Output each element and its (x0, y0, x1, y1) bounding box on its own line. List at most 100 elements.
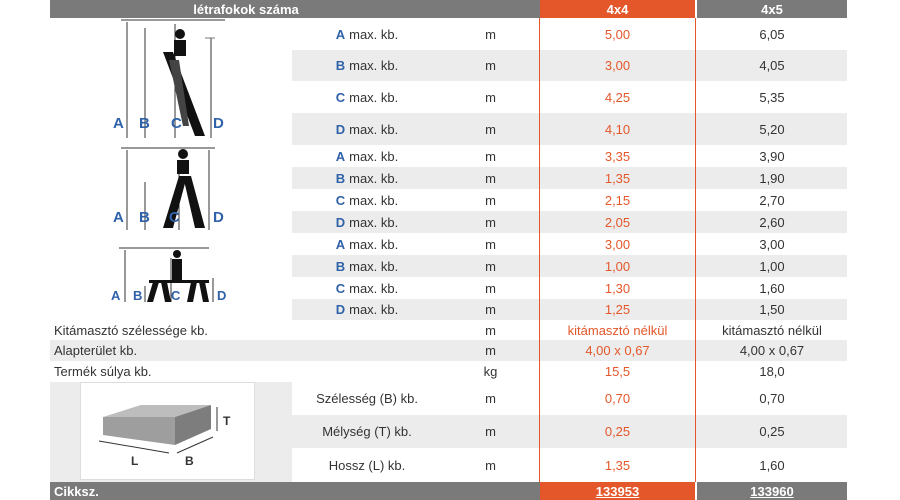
max-label: max. kb. (349, 26, 399, 42)
spec-row (292, 255, 847, 277)
unit-cell: m (485, 302, 496, 317)
value-4x5: kitámasztó nélkül (722, 322, 822, 338)
dimension-label: Szélesség (B) kb. (316, 391, 418, 406)
dimension-row (292, 415, 847, 448)
max-label: max. kb. (349, 214, 399, 230)
max-label: max. kb. (349, 236, 399, 252)
max-label: max. kb. (349, 280, 399, 296)
dim-letter-c: C (171, 115, 182, 132)
unit-cell: m (485, 322, 496, 338)
header-col-4x5: 4x5 (697, 0, 847, 18)
dimension-letter: D (335, 302, 346, 317)
value-4x5: 6,05 (759, 26, 785, 42)
value-4x4: 1,35 (604, 457, 631, 473)
max-label: max. kb. (349, 192, 399, 208)
value-4x4: 0,70 (604, 391, 631, 406)
unit-cell: m (485, 391, 496, 406)
dimension-letter: A (335, 26, 346, 42)
dim-letter-d: D (213, 115, 224, 132)
unit-cell: m (485, 192, 496, 208)
value-4x5: 5,20 (759, 121, 785, 137)
value-4x5: 0,25 (759, 424, 785, 439)
value-4x4: 0,25 (604, 424, 631, 439)
value-4x4: 4,00 x 0,67 (585, 343, 650, 358)
ladder-diagram-a-frame: A B C D (113, 147, 224, 230)
dim-letter-t: T (223, 414, 231, 428)
max-label: max. kb. (349, 58, 399, 73)
unit-cell: m (485, 170, 496, 186)
dim-letter-d: D (217, 288, 226, 303)
highlight-column-outline (539, 18, 696, 482)
unit-cell: m (485, 424, 496, 439)
value-4x5: 4,00 x 0,67 (739, 343, 805, 358)
dimension-letter: D (335, 214, 346, 230)
property-label: Alapterület kb. (54, 343, 138, 358)
unit-cell: m (485, 236, 496, 252)
value-4x5: 1,90 (759, 170, 785, 186)
value-4x5: 5,35 (759, 89, 785, 105)
dim-letter-b: B (133, 288, 142, 303)
value-4x5: 0,70 (759, 391, 785, 406)
header-col-4x4: 4x4 (540, 0, 695, 18)
value-4x5: 18,0 (759, 364, 785, 379)
dim-letter-b: B (139, 115, 150, 132)
unit-cell: m (485, 280, 496, 296)
value-4x4: 1,30 (604, 280, 631, 296)
dim-letter-c: C (171, 288, 181, 303)
unit-cell: m (485, 148, 496, 164)
value-4x5: 1,60 (759, 280, 785, 296)
unit-cell: m (485, 258, 496, 274)
value-4x4: 3,35 (604, 148, 631, 164)
value-4x4: 4,10 (604, 121, 631, 137)
dim-letter-a: A (113, 115, 124, 132)
value-4x4: 5,00 (604, 26, 631, 42)
dimension-letter: B (335, 58, 346, 73)
spec-row (292, 299, 847, 320)
value-4x4: 3,00 (604, 58, 631, 73)
dimension-label: Mélység (T) kb. (322, 424, 412, 439)
ladder-diagram-full: A B C D (113, 19, 225, 138)
footer-bar: Cikksz. (50, 482, 544, 500)
value-4x5: 1,00 (759, 258, 785, 274)
dim-letter-c: C (169, 209, 180, 226)
dimension-letter: B (335, 170, 346, 186)
unit-cell: m (485, 26, 496, 42)
dimension-letter: A (335, 148, 346, 164)
value-4x4: 2,05 (604, 214, 631, 230)
box-diagram-panel: T L B (80, 382, 255, 480)
unit-cell: kg (483, 364, 498, 379)
header-gap (442, 0, 540, 18)
value-4x4: 15,5 (604, 364, 631, 379)
value-4x5: 3,90 (759, 148, 785, 164)
property-label: Kitámasztó szélessége kb. (54, 322, 208, 338)
max-label: max. kb. (349, 258, 399, 274)
header-label: létrafokok száma (50, 0, 442, 18)
unit-cell: m (485, 457, 496, 473)
property-label: Termék súlya kb. (54, 364, 152, 379)
value-4x5: 2,70 (759, 192, 785, 208)
value-4x4: kitámasztó nélkül (567, 322, 668, 338)
dim-letter-l: L (131, 454, 138, 468)
article-number-4x4[interactable]: 133953 (540, 482, 695, 500)
max-label: max. kb. (349, 302, 399, 317)
spec-row (292, 50, 847, 81)
value-4x5: 2,60 (759, 214, 785, 230)
article-number-4x5[interactable]: 133960 (697, 482, 847, 500)
dimension-label: Hossz (L) kb. (328, 457, 406, 473)
value-4x5: 1,50 (759, 302, 785, 317)
value-4x5: 1,60 (759, 457, 785, 473)
footer-label: Cikksz. (54, 483, 99, 499)
max-label: max. kb. (349, 170, 399, 186)
footer-gap (695, 482, 697, 500)
ladder-diagram-platform: A B C D (111, 247, 226, 303)
dimension-letter: A (335, 236, 346, 252)
value-4x5: 4,05 (759, 58, 785, 73)
dimension-letter: B (335, 258, 346, 274)
